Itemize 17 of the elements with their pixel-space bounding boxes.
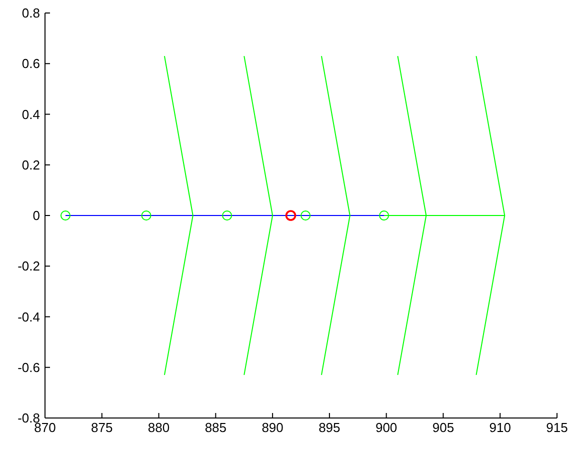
y-tick-label: 0 [32, 208, 40, 223]
y-tick-label: -0.4 [18, 309, 40, 324]
x-tick-label: 890 [262, 420, 284, 435]
x-tick-label: 900 [375, 420, 398, 435]
x-tick-label: 915 [546, 420, 568, 435]
x-tick-label: 880 [148, 420, 170, 435]
x-tick-label: 905 [432, 420, 454, 435]
x-tick-label: 895 [318, 420, 340, 435]
y-tick-label: -0.6 [18, 360, 40, 375]
x-tick-label: 885 [204, 420, 227, 435]
x-tick-label: 910 [489, 420, 511, 435]
y-tick-label: 0.8 [22, 6, 40, 20]
x-tick-label: 875 [91, 420, 113, 435]
y-tick-label: 0.4 [22, 106, 40, 122]
y-tick-label: -0.2 [18, 258, 40, 274]
y-tick-label: 0.6 [22, 56, 40, 72]
y-tick-label: 0.2 [22, 157, 40, 172]
